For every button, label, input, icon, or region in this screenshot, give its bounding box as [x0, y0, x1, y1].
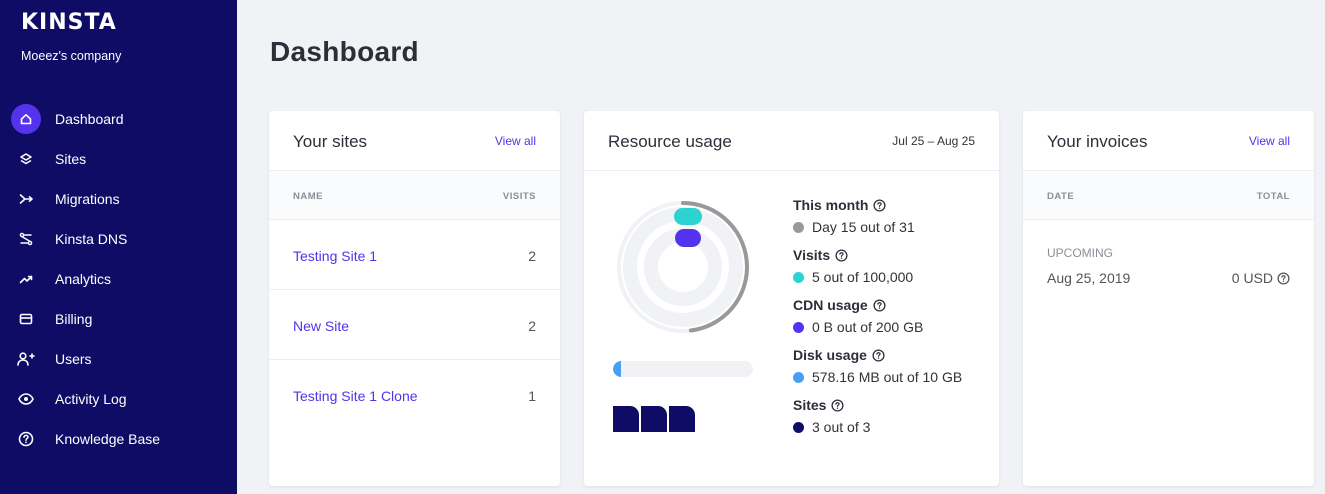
trend-icon — [11, 264, 41, 294]
invoice-total-value: 0 USD — [1231, 270, 1273, 286]
sidebar-item-knowledge-base[interactable]: Knowledge Base — [0, 419, 237, 459]
stat-title: Visits — [793, 247, 831, 263]
help-icon[interactable] — [1277, 271, 1290, 285]
stat-value: 3 out of 3 — [812, 419, 871, 435]
site-link[interactable]: New Site — [293, 318, 350, 334]
sidebar-item-label: Knowledge Base — [55, 431, 161, 447]
legend-dot — [793, 221, 804, 233]
stat-cdn-usage: CDN usage 0 B out of 200 GB — [793, 297, 923, 335]
usage-card-title: Resource usage — [608, 132, 732, 151]
stat-disk-usage: Disk usage 578.16 MB out of 10 GB — [793, 347, 962, 385]
site-visits: 2 — [528, 248, 536, 264]
help-icon[interactable] — [872, 348, 885, 362]
legend-dot — [793, 321, 804, 333]
stat-title: This month — [793, 197, 869, 213]
sidebar-item-migrations[interactable]: Migrations — [0, 179, 237, 219]
site-block — [669, 406, 695, 432]
sidebar-item-label: Analytics — [55, 271, 112, 287]
site-visits: 2 — [528, 318, 536, 334]
sidebar-item-label: Kinsta DNS — [55, 231, 128, 247]
card-header: Your invoices View all — [1023, 111, 1314, 171]
sidebar-item-users[interactable]: Users — [0, 339, 237, 379]
table-row: New Site 2 — [269, 290, 560, 360]
stat-title: Disk usage — [793, 347, 867, 363]
card-header: Your sites View all — [269, 111, 560, 171]
stat-value: 0 B out of 200 GB — [812, 319, 924, 335]
sites-card: Your sites View all NAME VISITS Testing … — [269, 111, 560, 486]
legend-dot — [793, 271, 804, 283]
sidebar-item-label: Sites — [55, 151, 87, 167]
table-row: Testing Site 1 Clone 1 — [269, 360, 560, 430]
usage-donut-chart — [617, 201, 749, 333]
layers-icon — [11, 144, 41, 174]
stat-visits: Visits 5 out of 100,000 — [793, 247, 913, 285]
sites-blocks — [613, 406, 695, 432]
resource-usage-card: Resource usage Jul 25 – Aug 25 This mont… — [584, 111, 999, 486]
sidebar-item-sites[interactable]: Sites — [0, 139, 237, 179]
invoices-card: Your invoices View all DATE TOTAL UPCOMI… — [1023, 111, 1314, 486]
stat-sites: Sites 3 out of 3 — [793, 397, 870, 435]
stat-value: 5 out of 100,000 — [812, 269, 914, 285]
help-icon[interactable] — [831, 398, 845, 412]
month-ring-progress — [617, 201, 749, 333]
help-icon[interactable] — [873, 298, 886, 312]
sidebar-item-billing[interactable]: Billing — [0, 299, 237, 339]
invoices-table-header: DATE TOTAL — [1023, 171, 1314, 220]
add-user-icon — [11, 344, 41, 374]
col-name-header: NAME — [293, 191, 323, 202]
sidebar-item-kinsta-dns[interactable]: Kinsta DNS — [0, 219, 237, 259]
dns-icon — [11, 224, 41, 254]
sidebar-item-label: Migrations — [55, 191, 120, 207]
invoice-total: 0 USD — [1232, 270, 1290, 286]
sidebar-item-label: Users — [55, 351, 92, 367]
card-icon — [11, 304, 41, 334]
sites-card-title: Your sites — [293, 132, 368, 151]
company-name[interactable]: Moeez's company — [21, 49, 122, 63]
legend-dot — [793, 421, 804, 433]
eye-icon — [11, 384, 41, 414]
sidebar-nav: Dashboard Sites Migrations Kinsta DNS An… — [0, 99, 237, 459]
site-block — [641, 406, 667, 432]
help-icon[interactable] — [873, 198, 886, 212]
sidebar-item-label: Billing — [55, 311, 93, 327]
home-icon — [11, 104, 41, 134]
sidebar-item-label: Activity Log — [55, 391, 127, 407]
migrate-icon — [11, 184, 41, 214]
col-visits-header: VISITS — [502, 191, 536, 202]
table-row: Testing Site 1 2 — [269, 220, 560, 290]
sidebar-item-activity-log[interactable]: Activity Log — [0, 379, 237, 419]
site-link[interactable]: Testing Site 1 — [293, 248, 378, 264]
sidebar-item-dashboard[interactable]: Dashboard — [0, 99, 237, 139]
sidebar-item-label: Dashboard — [55, 111, 124, 127]
stat-title: Sites — [793, 397, 827, 413]
site-block — [613, 406, 639, 432]
question-icon — [11, 424, 41, 454]
col-total-header: TOTAL — [1256, 191, 1290, 202]
stat-value: Day 15 out of 31 — [812, 219, 915, 235]
stat-this-month: This month Day 15 out of 31 — [793, 197, 915, 235]
stat-value: 578.16 MB out of 10 GB — [812, 369, 963, 385]
cdn-mark — [675, 229, 701, 247]
kinsta-logo[interactable]: KINSTA — [21, 10, 117, 35]
card-header: Resource usage Jul 25 – Aug 25 — [584, 111, 999, 171]
upcoming-label: UPCOMING — [1047, 246, 1113, 260]
site-link[interactable]: Testing Site 1 Clone — [293, 388, 418, 404]
sidebar-item-analytics[interactable]: Analytics — [0, 259, 237, 299]
col-date-header: DATE — [1047, 191, 1075, 202]
disk-progress-fill — [613, 361, 622, 377]
usage-date-range: Jul 25 – Aug 25 — [892, 134, 975, 148]
stat-title: CDN usage — [793, 297, 868, 313]
sidebar: KINSTA Moeez's company Dashboard Sites M… — [0, 0, 237, 494]
site-visits: 1 — [528, 388, 536, 404]
help-icon[interactable] — [835, 248, 848, 262]
visits-mark — [674, 208, 702, 225]
sites-view-all-link[interactable]: View all — [494, 134, 536, 148]
page-title: Dashboard — [270, 36, 419, 67]
disk-progress-bar — [613, 361, 753, 377]
legend-dot — [793, 371, 804, 383]
sites-table-header: NAME VISITS — [269, 171, 560, 220]
invoice-date: Aug 25, 2019 — [1047, 270, 1131, 286]
invoices-view-all-link[interactable]: View all — [1248, 134, 1290, 148]
invoices-card-title: Your invoices — [1047, 132, 1148, 151]
